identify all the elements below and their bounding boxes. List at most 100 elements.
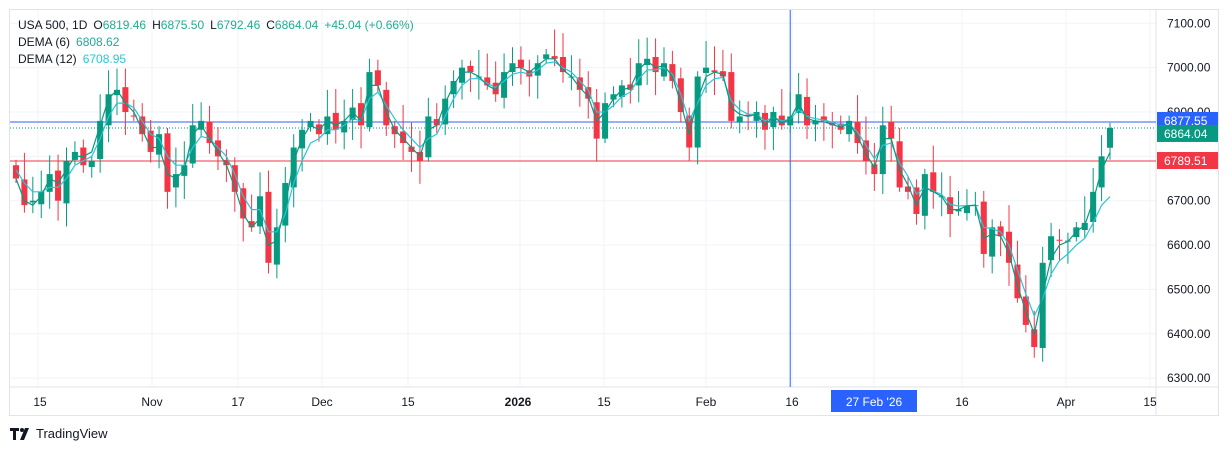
candle[interactable] — [913, 179, 920, 225]
candle[interactable] — [492, 61, 499, 102]
candle[interactable] — [711, 46, 718, 96]
candle[interactable] — [164, 127, 171, 209]
candle[interactable] — [248, 194, 255, 232]
candle[interactable] — [804, 78, 811, 140]
candle[interactable] — [795, 72, 802, 124]
candle[interactable] — [458, 59, 466, 100]
candle-body — [189, 125, 196, 164]
candle[interactable] — [829, 112, 836, 149]
candlestick-chart[interactable]: 7100.007000.006900.006800.006700.006600.… — [10, 10, 1218, 415]
chart-frame[interactable]: 7100.007000.006900.006800.006700.006600.… — [9, 9, 1219, 416]
candle[interactable] — [955, 190, 962, 216]
candle[interactable] — [324, 89, 331, 145]
candle[interactable] — [703, 41, 710, 93]
price-badge-bg — [1157, 124, 1218, 142]
candle-body — [349, 107, 356, 120]
candle[interactable] — [1098, 135, 1105, 202]
candle[interactable] — [947, 175, 954, 238]
symbol-label[interactable]: USA 500, 1D — [18, 18, 88, 32]
candle[interactable] — [930, 145, 937, 209]
candle[interactable] — [787, 92, 794, 133]
candle[interactable] — [694, 71, 701, 165]
candle[interactable] — [669, 50, 676, 89]
candle[interactable] — [846, 115, 853, 142]
candle[interactable] — [374, 59, 381, 93]
candle[interactable] — [770, 106, 777, 151]
candle[interactable] — [467, 60, 474, 93]
candle[interactable] — [989, 219, 996, 274]
candle[interactable] — [1039, 246, 1046, 362]
candle[interactable] — [905, 175, 912, 200]
candle[interactable] — [509, 47, 516, 86]
candle[interactable] — [63, 147, 70, 227]
candle[interactable] — [921, 168, 928, 230]
candle[interactable] — [1048, 222, 1055, 278]
candle-body — [576, 77, 583, 90]
candle[interactable] — [896, 127, 903, 192]
candle[interactable] — [273, 208, 280, 279]
candle[interactable] — [231, 157, 238, 212]
candle[interactable] — [543, 49, 550, 64]
candle-body — [913, 187, 920, 215]
candle[interactable] — [1106, 122, 1114, 160]
candle[interactable] — [728, 53, 735, 129]
candle[interactable] — [997, 221, 1004, 257]
candle[interactable] — [383, 81, 390, 136]
candle[interactable] — [358, 87, 365, 149]
candle[interactable] — [206, 105, 213, 154]
candle[interactable] — [139, 103, 146, 142]
candle[interactable] — [652, 38, 659, 96]
candle-body — [248, 221, 255, 228]
candle[interactable] — [888, 105, 895, 162]
candle[interactable] — [1081, 196, 1088, 238]
candle[interactable] — [341, 99, 348, 150]
candle[interactable] — [450, 70, 457, 109]
candle[interactable] — [812, 104, 819, 142]
candle[interactable] — [602, 92, 609, 144]
candle[interactable] — [265, 170, 272, 274]
candle[interactable] — [854, 95, 861, 154]
candle[interactable] — [576, 58, 583, 107]
candle[interactable] — [442, 85, 449, 136]
candle[interactable] — [290, 134, 297, 208]
candle[interactable] — [517, 46, 524, 85]
candle[interactable] — [618, 80, 625, 108]
candle[interactable] — [105, 70, 112, 143]
candle[interactable] — [29, 176, 36, 214]
candle[interactable] — [879, 106, 886, 195]
candle[interactable] — [1014, 240, 1021, 303]
candle[interactable] — [433, 103, 440, 133]
price-tick-label: 7100.00 — [1167, 16, 1211, 30]
candle[interactable] — [88, 155, 95, 178]
candle[interactable] — [753, 101, 760, 138]
candle[interactable] — [214, 127, 221, 171]
candle[interactable] — [534, 55, 541, 99]
candle[interactable] — [660, 47, 668, 81]
candle[interactable] — [963, 189, 970, 221]
candle[interactable] — [593, 88, 600, 162]
legend-dema12-row[interactable]: DEMA (12) 6708.95 — [18, 51, 414, 68]
candle[interactable] — [307, 112, 314, 132]
candle-body — [492, 82, 499, 95]
tradingview-logo[interactable]: TradingView — [10, 426, 108, 441]
candle[interactable] — [38, 170, 45, 219]
candle[interactable] — [122, 68, 129, 136]
candle[interactable] — [585, 71, 592, 119]
candle[interactable] — [46, 155, 53, 209]
candle[interactable] — [172, 147, 179, 208]
dema12-value: 6708.95 — [82, 52, 127, 66]
candle[interactable] — [332, 88, 339, 144]
candle[interactable] — [610, 86, 617, 108]
candle[interactable] — [130, 99, 137, 121]
candle[interactable] — [400, 104, 407, 160]
candle[interactable] — [551, 29, 558, 67]
candle[interactable] — [349, 88, 356, 140]
candle[interactable] — [627, 57, 634, 104]
legend-dema6-row[interactable]: DEMA (6) 6808.62 — [18, 34, 414, 51]
candle[interactable] — [526, 59, 533, 97]
candle[interactable] — [113, 68, 121, 116]
candle[interactable] — [147, 119, 154, 163]
candle[interactable] — [198, 102, 205, 138]
candle[interactable] — [736, 100, 743, 134]
candle[interactable] — [559, 33, 567, 83]
